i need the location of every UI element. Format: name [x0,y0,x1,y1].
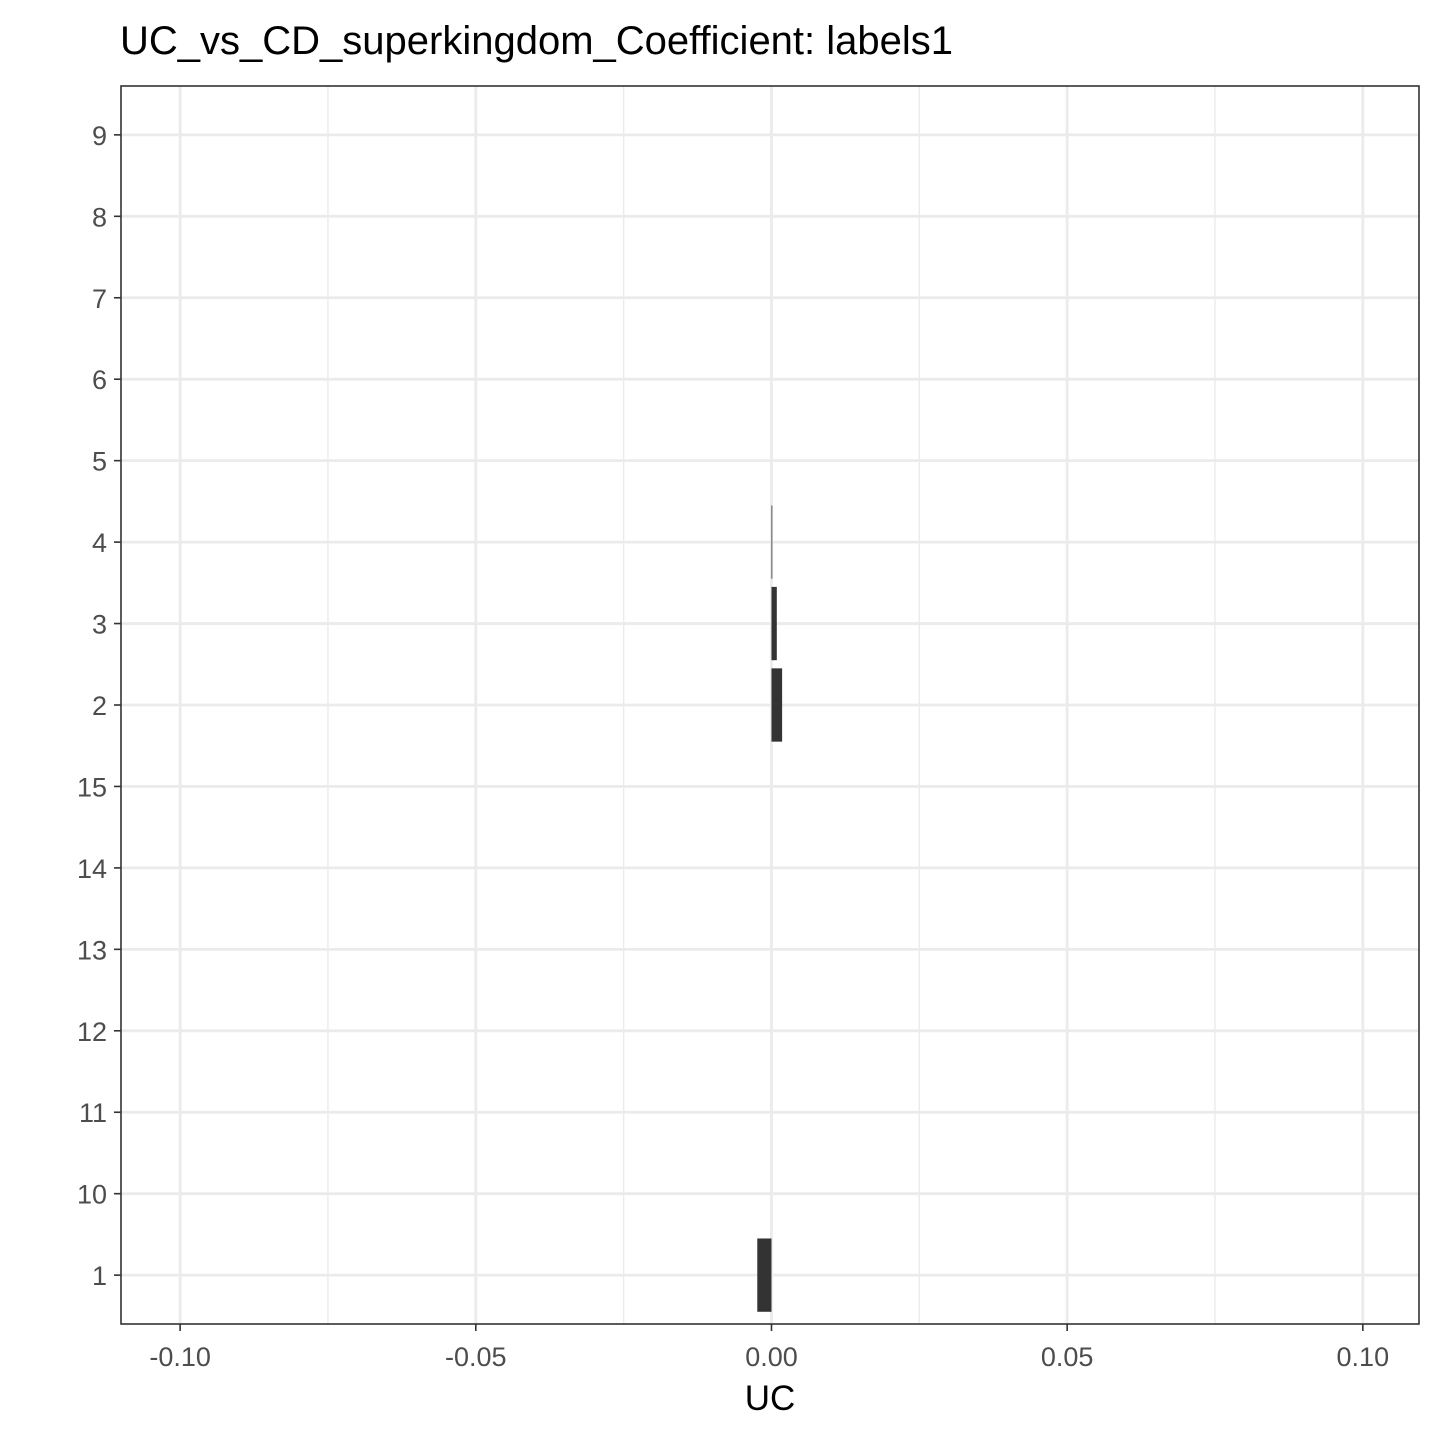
x-tick-label: -0.05 [445,1342,507,1372]
y-tick-label: 3 [92,610,107,640]
x-tick-label: -0.10 [149,1342,211,1372]
y-tick-label: 15 [77,772,107,802]
y-tick-label: 9 [92,121,107,151]
x-tick-label: 0.10 [1337,1342,1390,1372]
x-tick-label: 0.00 [745,1342,798,1372]
bar-4 [771,505,773,579]
x-tick-label: 0.05 [1041,1342,1094,1372]
y-tick-label: 6 [92,365,107,395]
y-axis: 1 10 11 12 13 14 15 2 3 4 5 6 7 8 9 [77,121,121,1291]
y-tick-label: 11 [79,1098,107,1128]
x-axis: -0.10 -0.05 0.00 0.05 0.10 [149,1324,1389,1372]
y-tick-label: 13 [77,935,107,965]
y-tick-label: 7 [92,284,107,314]
y-tick-label: 1 [92,1261,107,1291]
y-tick-label: 4 [92,528,107,558]
y-tick-label: 12 [77,1017,107,1047]
y-tick-label: 2 [92,691,107,721]
bar-1 [757,1238,772,1312]
y-tick-label: 5 [92,447,107,477]
bar-3 [771,586,777,661]
y-tick-label: 10 [77,1180,107,1210]
x-axis-title: UC [745,1379,796,1418]
bars [757,505,783,1312]
bar-2 [771,668,783,742]
chart-title: UC_vs_CD_superkingdom_Coefficient: label… [120,19,953,63]
y-tick-label: 8 [92,202,107,232]
y-tick-label: 14 [77,854,107,884]
